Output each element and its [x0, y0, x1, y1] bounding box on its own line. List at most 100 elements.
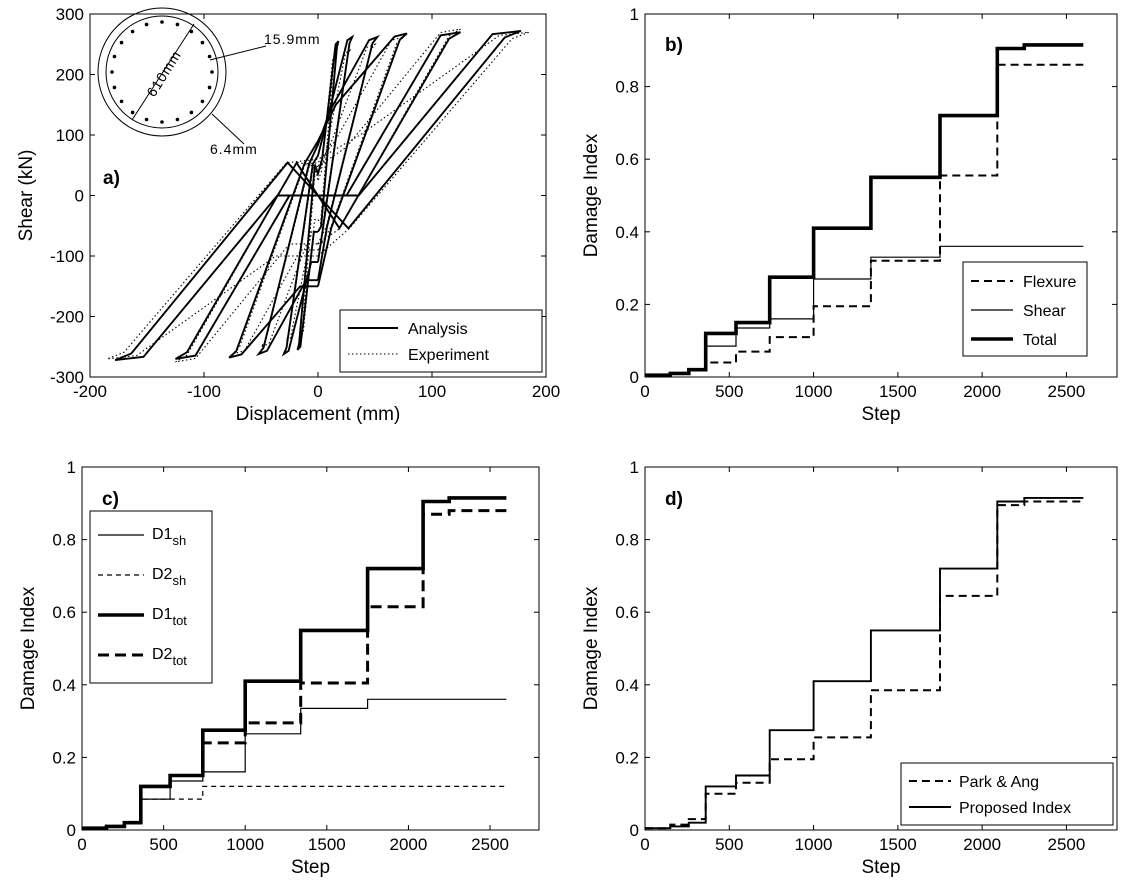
legend-label: Flexure	[1023, 274, 1076, 291]
y-tick-label: 0	[75, 187, 84, 206]
y-tick-label: 0.2	[615, 748, 639, 767]
leader-line	[211, 113, 245, 145]
y-tick-label: 0.2	[52, 748, 76, 767]
chart-panel-d: 0 500 1000 1500 2000 2500 0 0.2 0.4 0.6 0.8 1 Step Da…	[581, 458, 1118, 878]
section-inner-circle	[105, 15, 219, 129]
y-tick-label: 0.6	[52, 603, 76, 622]
series-group	[645, 496, 1084, 830]
series-proposed-index-line	[645, 496, 1084, 830]
x-tick-label: 200	[532, 382, 560, 401]
x-tick-label: 1000	[226, 835, 264, 854]
y-tick-label: 1	[67, 458, 76, 477]
y-tick-label: 300	[56, 5, 84, 24]
x-tick-label: 0	[313, 382, 322, 401]
y-tick-label: 0	[630, 368, 639, 387]
legend-box	[339, 309, 543, 373]
series-group	[106, 28, 530, 363]
series-d1sh-line	[82, 698, 507, 829]
x-tick-label: 2000	[390, 835, 428, 854]
chart-panel-a: -200 -100 0 100 200-300-200-1000100200300Dis…	[16, 5, 560, 425]
section-annotation: 610mm 15.9mm 6.4mm	[97, 7, 320, 157]
x-tick-label: 500	[715, 835, 743, 854]
rebar-dot	[110, 70, 114, 74]
legend: Park & Ang Proposed Index	[900, 762, 1114, 826]
axes-frame	[644, 13, 1118, 378]
x-tick-label: 2000	[963, 382, 1001, 401]
series-group	[645, 43, 1084, 377]
series-experiment-loop	[106, 31, 530, 360]
rebar-dot	[200, 99, 205, 104]
y-tick-label: 0.4	[615, 676, 639, 695]
legend-box	[89, 510, 213, 684]
x-tick-label: 2500	[471, 835, 509, 854]
rebar-dot	[210, 70, 214, 74]
rebar-dot	[130, 29, 135, 34]
y-tick-label: -300	[50, 368, 84, 387]
rebar-dot	[175, 117, 180, 122]
panel-label: b)	[665, 35, 683, 56]
chart-panel-b: 0 500 1000 1500 2000 2500 0 0.2 0.4 0.6 0.8 1 Step Da…	[581, 5, 1118, 425]
x-tick-label: 2000	[963, 835, 1001, 854]
rebar-dot	[175, 22, 180, 27]
rebar-dot	[160, 20, 164, 24]
series-d2sh-line	[82, 785, 507, 829]
y-tick-label: 1	[630, 5, 639, 24]
series-analysis-loop	[114, 29, 522, 362]
rebar-dot	[207, 85, 212, 90]
rebar-dot	[200, 40, 205, 45]
rebar-dot	[189, 110, 194, 115]
legend-label: Proposed Index	[959, 800, 1071, 817]
legend-label: Shear	[1023, 303, 1066, 320]
x-tick-label: 1500	[308, 835, 346, 854]
x-tick-label: 1000	[795, 382, 833, 401]
y-tick-label: 0.6	[615, 150, 639, 169]
legend-subscript: sh	[172, 573, 186, 588]
legend-label: Analysis	[408, 321, 468, 338]
x-tick-label: 0	[77, 835, 86, 854]
series-analysis-loop	[281, 34, 355, 357]
x-axis-label: Step	[291, 857, 330, 878]
leader-line	[209, 45, 267, 61]
x-tick-label: 500	[715, 382, 743, 401]
x-tick-label: 1000	[795, 835, 833, 854]
x-tick-label: -200	[73, 382, 107, 401]
series-experiment-loop	[259, 43, 377, 349]
y-tick-label: 0.8	[52, 531, 76, 550]
y-tick-label: 0.8	[615, 531, 639, 550]
x-tick-label: 2500	[1048, 835, 1086, 854]
section-outer-circle	[97, 7, 227, 137]
series-analysis-loop	[296, 40, 340, 351]
y-tick-label: -200	[50, 308, 84, 327]
panel-label: c)	[102, 489, 119, 510]
y-tick-label: 0.4	[615, 223, 639, 242]
y-axis-label: Damage Index	[18, 586, 39, 710]
spiral-label: 6.4mm	[210, 141, 258, 157]
series-experiment-loop	[232, 36, 404, 355]
legend-label: Total	[1023, 332, 1057, 349]
panel-label: d)	[665, 489, 683, 510]
legend: Flexure Shear Total	[962, 261, 1088, 357]
legend-subscript: sh	[172, 533, 186, 548]
y-tick-label: 0.4	[52, 676, 76, 695]
x-axis-label: Step	[861, 857, 900, 878]
y-tick-label: 0	[630, 821, 639, 840]
y-tick-label: 200	[56, 66, 84, 85]
rebar-dot	[130, 110, 135, 115]
legend-subscript: tot	[172, 613, 187, 628]
y-axis-label: Damage Index	[581, 133, 602, 257]
rebar-dot	[144, 22, 149, 27]
series-experiment-loop	[284, 48, 352, 343]
axes-frame	[644, 466, 1118, 831]
series-d2tot-line	[82, 509, 507, 830]
x-tick-label: 1500	[879, 835, 917, 854]
y-axis-label: Damage Index	[581, 586, 602, 710]
y-tick-label: 0	[67, 821, 76, 840]
series-experiment-loop	[175, 28, 461, 363]
rebar-dot	[189, 29, 194, 34]
series-group	[82, 496, 507, 830]
x-axis-label: Step	[861, 404, 900, 425]
x-tick-label: 100	[418, 382, 446, 401]
rebar-dot	[160, 120, 164, 124]
x-tick-label: 1500	[879, 382, 917, 401]
y-tick-label: 100	[56, 126, 84, 145]
